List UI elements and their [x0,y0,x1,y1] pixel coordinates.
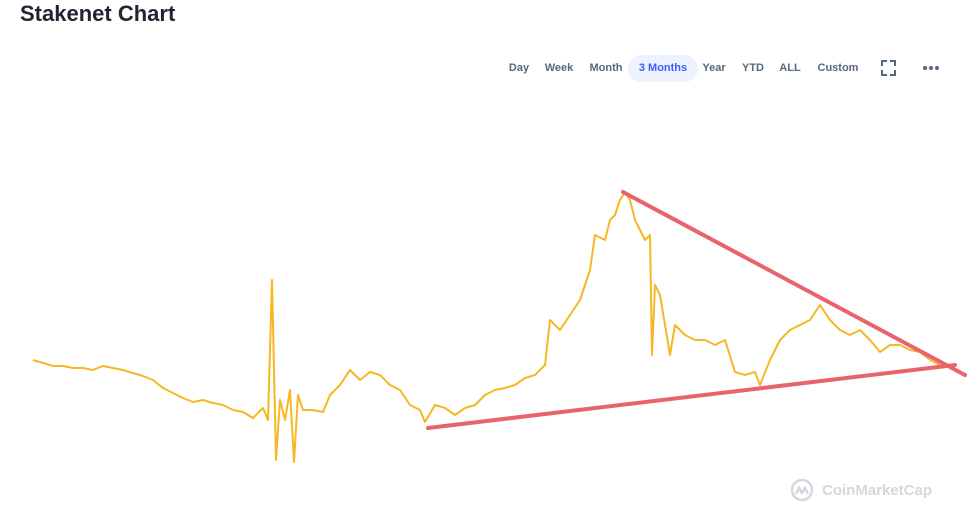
fullscreen-icon[interactable] [881,60,896,76]
range-button[interactable]: YTD [742,62,764,74]
more-icon[interactable] [923,66,939,70]
watermark: CoinMarketCap [822,482,932,499]
trendline [621,190,967,377]
active-pill [628,55,698,82]
range-button[interactable]: Week [545,62,574,74]
watermark-logo [790,478,814,502]
range-button[interactable]: ALL [779,62,801,74]
range-button[interactable]: Day [509,62,530,74]
chart-title: Stakenet Chart [20,1,176,26]
range-button[interactable]: Custom [818,62,859,74]
range-button[interactable]: Month [590,62,623,74]
trendline [426,363,957,430]
range-button[interactable]: 3 Months [639,62,687,74]
range-button[interactable]: Year [702,62,726,74]
price-line [32,191,941,463]
